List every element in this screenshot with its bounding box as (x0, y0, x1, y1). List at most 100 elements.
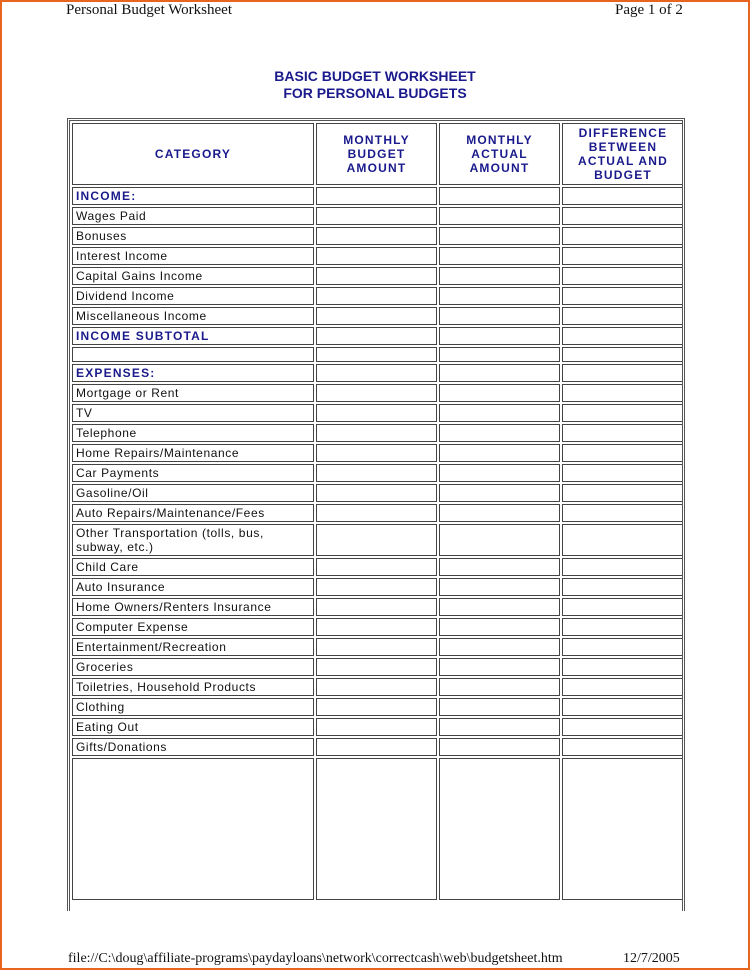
worksheet-title: BASIC BUDGET WORKSHEET FOR PERSONAL BUDG… (0, 68, 750, 102)
difference-cell[interactable] (562, 207, 682, 225)
actual-amount-cell[interactable] (439, 678, 560, 696)
table-row: Home Repairs/Maintenance (72, 444, 682, 462)
actual-amount-cell[interactable] (439, 364, 560, 382)
budget-amount-cell[interactable] (316, 384, 437, 402)
budget-amount-cell[interactable] (316, 658, 437, 676)
difference-cell[interactable] (562, 618, 682, 636)
actual-amount-cell[interactable] (439, 287, 560, 305)
actual-amount-cell[interactable] (439, 558, 560, 576)
difference-cell[interactable] (562, 698, 682, 716)
column-header-budget: MONTHLY BUDGET AMOUNT (316, 123, 437, 185)
difference-cell[interactable] (562, 484, 682, 502)
title-line-1: BASIC BUDGET WORKSHEET (274, 68, 476, 84)
actual-amount-cell[interactable] (439, 187, 560, 205)
difference-cell[interactable] (562, 558, 682, 576)
budget-amount-cell[interactable] (316, 578, 437, 596)
difference-cell[interactable] (562, 267, 682, 285)
actual-amount-cell[interactable] (439, 738, 560, 756)
actual-amount-cell[interactable] (439, 207, 560, 225)
budget-amount-cell[interactable] (316, 247, 437, 265)
actual-amount-cell[interactable] (439, 758, 560, 900)
budget-amount-cell[interactable] (316, 347, 437, 362)
budget-amount-cell[interactable] (316, 227, 437, 245)
budget-amount-cell[interactable] (316, 698, 437, 716)
budget-amount-cell[interactable] (316, 558, 437, 576)
difference-cell[interactable] (562, 444, 682, 462)
budget-amount-cell[interactable] (316, 618, 437, 636)
actual-amount-cell[interactable] (439, 464, 560, 482)
budget-amount-cell[interactable] (316, 718, 437, 736)
actual-amount-cell[interactable] (439, 638, 560, 656)
budget-amount-cell[interactable] (316, 424, 437, 442)
actual-amount-cell[interactable] (439, 227, 560, 245)
category-cell: Groceries (72, 658, 314, 676)
actual-amount-cell[interactable] (439, 327, 560, 345)
actual-amount-cell[interactable] (439, 484, 560, 502)
budget-amount-cell[interactable] (316, 524, 437, 556)
actual-amount-cell[interactable] (439, 578, 560, 596)
difference-cell[interactable] (562, 658, 682, 676)
budget-amount-cell[interactable] (316, 444, 437, 462)
budget-amount-cell[interactable] (316, 678, 437, 696)
actual-amount-cell[interactable] (439, 504, 560, 522)
difference-cell[interactable] (562, 738, 682, 756)
actual-amount-cell[interactable] (439, 267, 560, 285)
print-footer-path: file://C:\doug\affiliate-programs\payday… (68, 951, 563, 966)
actual-amount-cell[interactable] (439, 247, 560, 265)
actual-amount-cell[interactable] (439, 698, 560, 716)
actual-amount-cell[interactable] (439, 524, 560, 556)
actual-amount-cell[interactable] (439, 618, 560, 636)
category-cell: Other Transportation (tolls, bus, subway… (72, 524, 314, 556)
actual-amount-cell[interactable] (439, 347, 560, 362)
difference-cell[interactable] (562, 384, 682, 402)
category-cell: Eating Out (72, 718, 314, 736)
category-cell: EXPENSES: (72, 364, 314, 382)
difference-cell[interactable] (562, 504, 682, 522)
budget-amount-cell[interactable] (316, 187, 437, 205)
budget-amount-cell[interactable] (316, 638, 437, 656)
budget-amount-cell[interactable] (316, 287, 437, 305)
actual-amount-cell[interactable] (439, 718, 560, 736)
actual-amount-cell[interactable] (439, 598, 560, 616)
actual-amount-cell[interactable] (439, 384, 560, 402)
difference-cell[interactable] (562, 758, 682, 900)
table-row: Interest Income (72, 247, 682, 265)
actual-amount-cell[interactable] (439, 658, 560, 676)
actual-amount-cell[interactable] (439, 307, 560, 325)
difference-cell[interactable] (562, 404, 682, 422)
table-row: INCOME SUBTOTAL (72, 327, 682, 345)
budget-amount-cell[interactable] (316, 404, 437, 422)
difference-cell[interactable] (562, 578, 682, 596)
budget-amount-cell[interactable] (316, 484, 437, 502)
budget-amount-cell[interactable] (316, 738, 437, 756)
difference-cell[interactable] (562, 227, 682, 245)
difference-cell[interactable] (562, 718, 682, 736)
difference-cell[interactable] (562, 187, 682, 205)
budget-amount-cell[interactable] (316, 758, 437, 900)
difference-cell[interactable] (562, 327, 682, 345)
difference-cell[interactable] (562, 464, 682, 482)
actual-amount-cell[interactable] (439, 444, 560, 462)
difference-cell[interactable] (562, 364, 682, 382)
table-row: Auto Insurance (72, 578, 682, 596)
budget-amount-cell[interactable] (316, 504, 437, 522)
difference-cell[interactable] (562, 287, 682, 305)
budget-amount-cell[interactable] (316, 267, 437, 285)
difference-cell[interactable] (562, 678, 682, 696)
difference-cell[interactable] (562, 524, 682, 556)
difference-cell[interactable] (562, 424, 682, 442)
difference-cell[interactable] (562, 247, 682, 265)
budget-amount-cell[interactable] (316, 307, 437, 325)
budget-amount-cell[interactable] (316, 464, 437, 482)
budget-amount-cell[interactable] (316, 364, 437, 382)
table-row: Mortgage or Rent (72, 384, 682, 402)
difference-cell[interactable] (562, 598, 682, 616)
difference-cell[interactable] (562, 347, 682, 362)
actual-amount-cell[interactable] (439, 424, 560, 442)
budget-amount-cell[interactable] (316, 598, 437, 616)
budget-amount-cell[interactable] (316, 207, 437, 225)
difference-cell[interactable] (562, 638, 682, 656)
budget-amount-cell[interactable] (316, 327, 437, 345)
difference-cell[interactable] (562, 307, 682, 325)
actual-amount-cell[interactable] (439, 404, 560, 422)
